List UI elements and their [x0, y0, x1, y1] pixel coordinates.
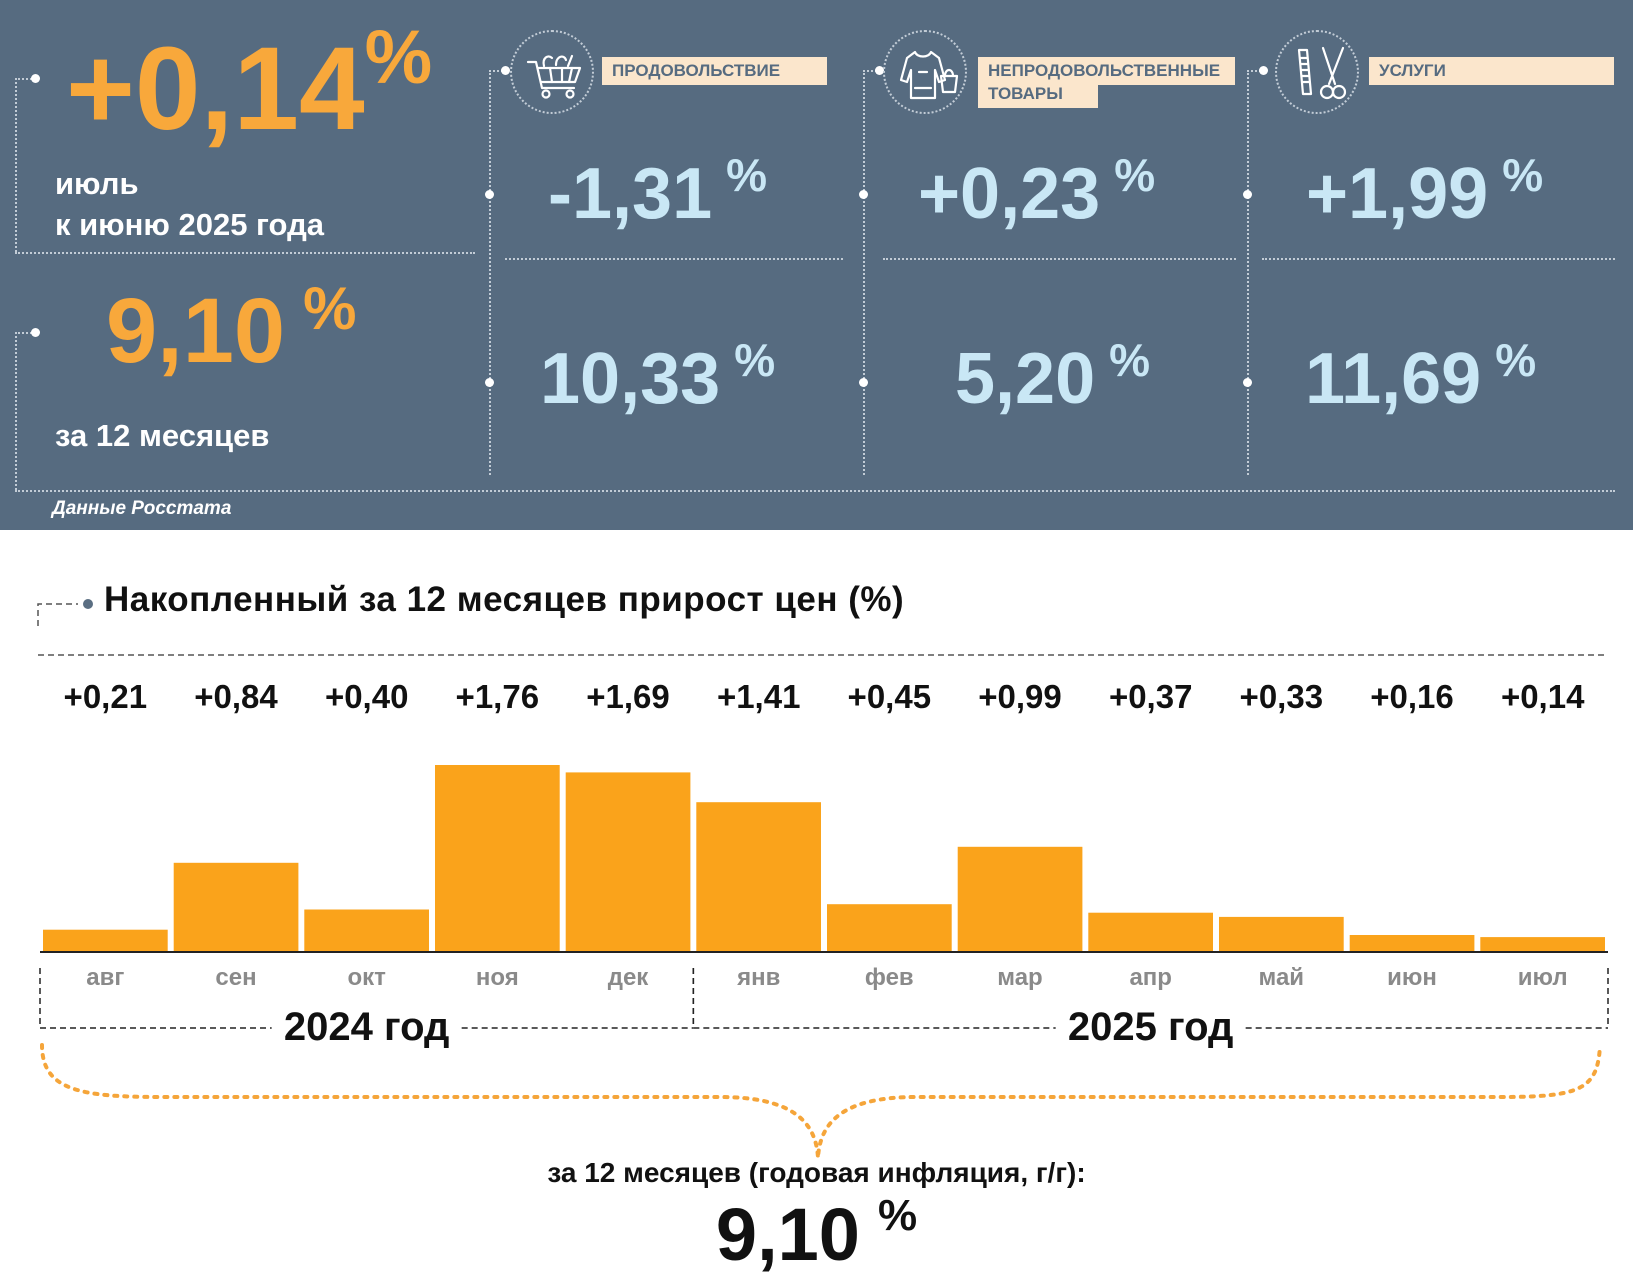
month-label-мар: мар	[997, 964, 1042, 991]
month-label-июл: июл	[1518, 964, 1568, 991]
value-label-ноя: +1,76	[456, 678, 540, 715]
monthly-period-label: к июню 2025 года	[55, 207, 324, 242]
connector-dot	[501, 66, 510, 75]
connector-dot	[31, 74, 40, 83]
category-label-nonfood: НЕПРОДОВОЛЬСТВЕННЫЕ	[978, 57, 1235, 85]
value-label-авг: +0,21	[64, 678, 148, 715]
value-label-фев: +0,45	[848, 678, 932, 715]
connector-line	[863, 70, 877, 72]
nonfood-monthly-value: +0,23%	[918, 149, 1156, 234]
year-label: 2025 год	[1068, 1005, 1234, 1049]
connector-dot	[859, 378, 868, 387]
food-monthly-value: -1,31%	[548, 149, 768, 234]
connector-dot	[859, 190, 868, 199]
connector-dot	[1243, 378, 1252, 387]
bar-окт	[304, 909, 429, 952]
clothing-icon	[883, 30, 967, 114]
scissors-comb-icon	[1275, 30, 1359, 114]
connector-dot	[1243, 190, 1252, 199]
connector-line	[15, 78, 35, 80]
value-label-мар: +0,99	[978, 678, 1062, 715]
connector-line	[489, 70, 491, 475]
connector-dot	[31, 328, 40, 337]
bar-мар	[957, 846, 1083, 952]
divider-line	[15, 252, 475, 254]
category-label-services: УСЛУГИ	[1369, 57, 1614, 85]
value-labels: +0,21 +0,84 +0,40 +1,76 +1,69 +1,41 +0,45 +0,99…	[64, 678, 1586, 715]
month-label-апр: апр	[1129, 964, 1172, 991]
monthly-inflation-bar-chart: +0,21 +0,84 +0,40 +1,76 +1,69 +1,41 +0,45 +0,99…	[37, 599, 1609, 1159]
month-labels: авг сен окт ноя дек янв фев мар апр май июн июл	[86, 964, 1567, 991]
shopping-cart-icon	[510, 30, 594, 114]
services-monthly-value: +1,99%	[1306, 149, 1544, 234]
month-label-окт: окт	[347, 964, 386, 991]
bar-авг	[43, 929, 168, 952]
annual-summary-value: 9,10%	[715, 1191, 918, 1276]
value-label-июн: +0,16	[1370, 678, 1454, 715]
bar-янв	[696, 802, 821, 952]
month-label-июн: июн	[1387, 964, 1437, 991]
services-annual-value: 11,69%	[1305, 334, 1537, 419]
value-label-июл: +0,14	[1501, 678, 1585, 715]
bar-июл	[1480, 937, 1605, 952]
connector-dot	[485, 190, 494, 199]
annual-inflation-value: 9,10%	[106, 275, 357, 382]
annual-brace	[40, 1043, 1602, 1159]
connector-dot	[1259, 66, 1268, 75]
year-label: 2024 год	[284, 1005, 450, 1049]
divider-line	[1262, 258, 1615, 260]
chart-title: Накопленный за 12 месяцев прирост цен (%…	[104, 580, 905, 619]
divider-line	[883, 258, 1236, 260]
category-label-food: ПРОДОВОЛЬСТВИЕ	[602, 57, 827, 85]
connector-line	[15, 332, 17, 490]
value-label-май: +0,33	[1240, 678, 1324, 715]
title-connector	[37, 603, 78, 626]
year-groups: 2024 год 2025 год	[39, 968, 1609, 1049]
data-source-note: Данные Росстата	[52, 498, 232, 519]
connector-line	[15, 78, 17, 252]
value-label-сен: +0,84	[194, 678, 278, 715]
bar-ноя	[435, 765, 560, 952]
category-label-nonfood-line2: ТОВАРЫ	[978, 80, 1098, 108]
month-label-янв: янв	[736, 964, 780, 991]
value-label-окт: +0,40	[325, 678, 409, 715]
connector-line	[15, 332, 35, 334]
annual-summary-caption: за 12 месяцев (годовая инфляция, г/г):	[547, 1157, 1086, 1188]
month-label-ноя: ноя	[476, 964, 519, 991]
food-annual-value: 10,33%	[540, 334, 776, 419]
monthly-inflation-value: +0,14%	[66, 15, 433, 155]
bar-дек	[565, 772, 691, 952]
bars	[43, 765, 1605, 953]
bar-фев	[827, 904, 952, 952]
month-label-сен: сен	[215, 964, 256, 991]
nonfood-annual-value: 5,20%	[955, 334, 1151, 419]
divider-line	[505, 258, 843, 260]
annual-period-label: за 12 месяцев	[55, 418, 270, 453]
value-label-янв: +1,41	[717, 678, 801, 715]
summary-panel: +0,14% июль к июню 2025 года 9,10% за 12…	[0, 0, 1633, 530]
divider-line	[15, 490, 1615, 492]
month-label-май: май	[1259, 964, 1305, 991]
bar-июн	[1349, 935, 1475, 952]
month-label-дек: дек	[608, 964, 650, 991]
title-dot	[83, 599, 93, 609]
month-label-фев: фев	[865, 964, 914, 991]
bar-май	[1219, 916, 1344, 952]
month-label-авг: авг	[86, 964, 124, 991]
connector-dot	[485, 378, 494, 387]
value-label-дек: +1,69	[586, 678, 670, 715]
connector-line	[863, 70, 865, 475]
bar-апр	[1088, 912, 1213, 952]
connector-line	[1247, 70, 1249, 475]
bar-сен	[173, 862, 299, 953]
monthly-period-label: июль	[55, 166, 139, 201]
connector-line	[489, 70, 503, 72]
connector-dot	[875, 66, 884, 75]
value-label-апр: +0,37	[1109, 678, 1193, 715]
connector-line	[1247, 70, 1261, 72]
